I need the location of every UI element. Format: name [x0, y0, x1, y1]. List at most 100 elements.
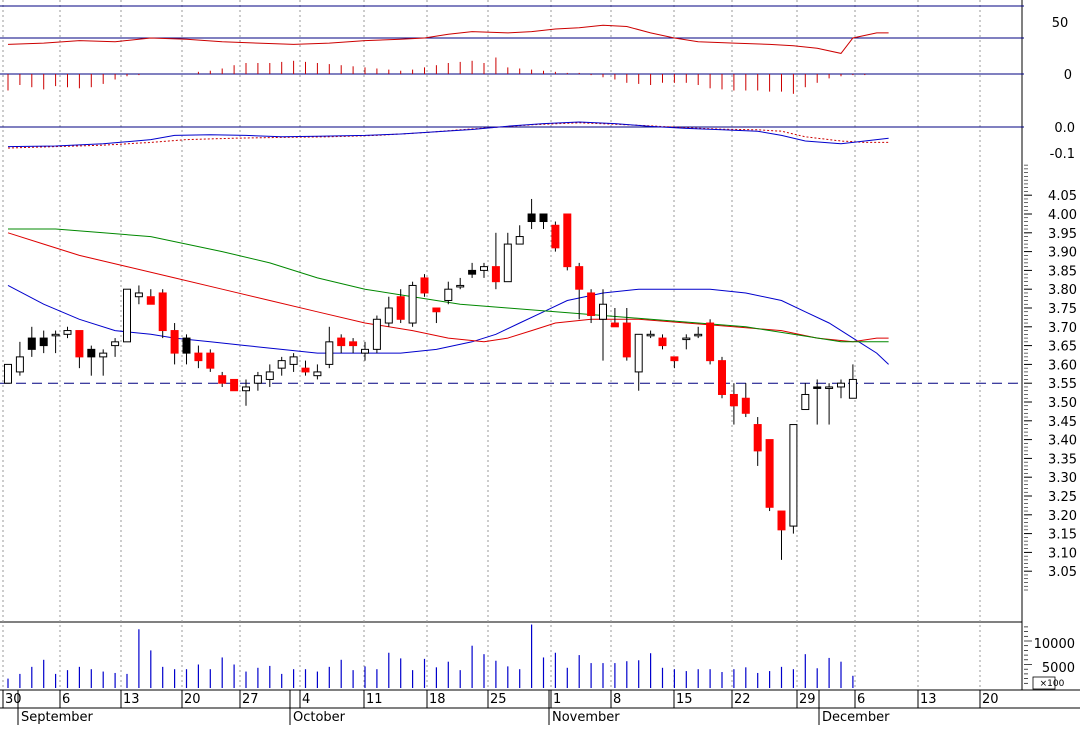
- macd-line: [7, 121, 889, 148]
- candle-body: [575, 266, 584, 290]
- candle-body: [182, 337, 191, 354]
- price-tick-label: 3.95: [1048, 227, 1077, 242]
- macd-tick-label: -0.1: [1050, 147, 1075, 162]
- price-tick-label: 3.85: [1048, 264, 1077, 279]
- candle-body: [253, 375, 262, 384]
- candle-body: [622, 322, 631, 358]
- candle-body: [837, 382, 845, 388]
- candle-body: [194, 352, 203, 362]
- candle-body: [99, 352, 108, 358]
- candle-body: [361, 348, 369, 354]
- date-tick-label: 25: [490, 692, 507, 707]
- price-tick-label: 3.55: [1048, 377, 1077, 392]
- rsi-line: [7, 24, 889, 54]
- candle-body: [515, 236, 524, 245]
- candle-body: [527, 213, 536, 223]
- date-tick-label: 6: [857, 692, 865, 707]
- date-tick-label: 18: [429, 692, 446, 707]
- date-tick-label: 22: [734, 692, 751, 707]
- volume-tick-label: 10000: [1034, 637, 1075, 652]
- date-tick-label: 15: [676, 692, 693, 707]
- candle-body: [4, 363, 12, 384]
- price-tick-label: 3.40: [1048, 434, 1077, 449]
- candle-body: [230, 378, 239, 392]
- candle-body: [75, 330, 84, 358]
- candle-body: [134, 292, 143, 298]
- candle-body: [432, 307, 441, 313]
- volume-scale-box: [1032, 676, 1056, 690]
- candle-body: [480, 266, 488, 271]
- candle-body: [146, 296, 155, 305]
- candle-body: [15, 356, 24, 373]
- candle-body: [539, 213, 548, 223]
- candle-body: [658, 337, 667, 347]
- price-tick-label: 3.15: [1048, 528, 1077, 543]
- candle-body: [289, 356, 298, 365]
- moving-average-line: [8, 228, 889, 343]
- volume-scale-label: ×100: [1040, 679, 1065, 689]
- candle-body: [848, 378, 857, 399]
- candle-body: [325, 341, 334, 365]
- candle-body: [718, 360, 726, 395]
- candle-body: [741, 397, 750, 414]
- price-tick-label: 3.25: [1048, 490, 1077, 505]
- date-tick-label: 27: [242, 692, 259, 707]
- candle-body: [158, 292, 167, 332]
- month-label: October: [293, 710, 346, 725]
- candle-body: [301, 367, 310, 373]
- candle-body: [682, 337, 691, 341]
- candle-body: [337, 337, 346, 347]
- candle-body: [729, 393, 738, 407]
- price-tick-label: 4.05: [1048, 189, 1077, 204]
- candle-body: [753, 424, 762, 452]
- date-tick-label: 6: [62, 692, 70, 707]
- candle-body: [825, 386, 834, 389]
- candle-body: [349, 341, 358, 347]
- candle-body: [468, 269, 477, 275]
- candle-body: [456, 284, 465, 288]
- candle-body: [789, 424, 798, 527]
- candle-body: [123, 288, 131, 343]
- macd-signal-line: [7, 122, 889, 149]
- candle-body: [503, 243, 512, 283]
- date-tick-label: 11: [366, 692, 383, 707]
- candle-body: [242, 386, 250, 392]
- macd-tick-label: 0.0: [1054, 121, 1075, 136]
- date-tick-label: 30: [5, 692, 22, 707]
- candle-body: [39, 337, 48, 347]
- candle-body: [801, 393, 810, 411]
- price-tick-label: 4.00: [1048, 208, 1077, 223]
- price-tick-label: 3.30: [1048, 471, 1077, 486]
- candle-body: [420, 277, 429, 294]
- candle-body: [111, 341, 120, 347]
- candle-body: [87, 348, 96, 358]
- candle-body: [551, 224, 560, 249]
- candle-body: [694, 333, 703, 337]
- candle-body: [646, 333, 655, 337]
- moving-average-line: [7, 284, 889, 365]
- candle-body: [277, 360, 286, 369]
- candle-body: [765, 439, 774, 508]
- candle-body: [777, 510, 786, 531]
- date-tick-label: 1: [553, 692, 561, 707]
- candle-body: [634, 333, 643, 373]
- date-tick-label: 13: [920, 692, 937, 707]
- date-tick-label: 20: [184, 692, 201, 707]
- candle-body: [706, 322, 715, 362]
- candle-body: [408, 284, 417, 324]
- histogram-tick-label: 0: [1064, 68, 1072, 83]
- rsi-tick-label: 50: [1052, 16, 1069, 31]
- candle-body: [63, 330, 72, 335]
- month-label: September: [21, 710, 94, 725]
- date-tick-label: 20: [982, 692, 999, 707]
- candle-body: [170, 330, 179, 354]
- candle-body: [313, 371, 322, 377]
- candle-body: [587, 292, 596, 317]
- price-tick-label: 3.70: [1048, 321, 1077, 336]
- date-tick-label: 13: [123, 692, 140, 707]
- candle-body: [610, 322, 619, 328]
- candle-body: [813, 386, 822, 389]
- candle-body: [384, 307, 393, 324]
- candle-body: [444, 288, 453, 301]
